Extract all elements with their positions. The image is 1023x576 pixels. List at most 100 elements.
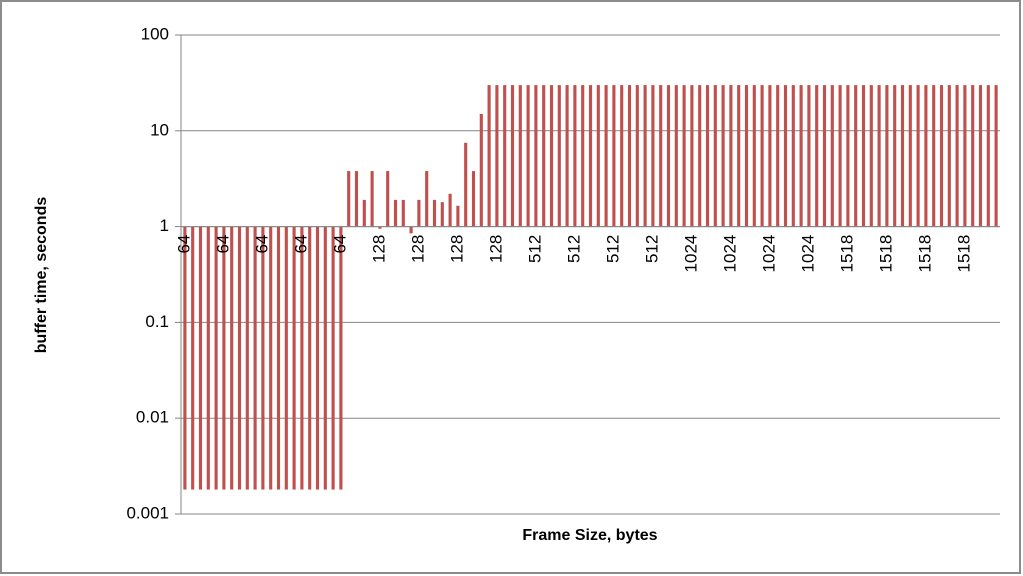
bar — [253, 226, 257, 490]
bar — [479, 113, 483, 227]
bar — [604, 85, 608, 227]
bar — [861, 85, 866, 227]
bar — [838, 85, 842, 227]
y-tick-label: 0.1 — [145, 312, 169, 331]
bar — [300, 226, 304, 490]
bar — [284, 226, 288, 490]
bar — [432, 199, 437, 227]
bar — [448, 193, 452, 227]
bar — [643, 85, 647, 227]
bar — [565, 85, 569, 227]
bar — [245, 226, 249, 490]
bar — [627, 85, 632, 227]
bar — [760, 85, 764, 227]
x-tick-label: 128 — [369, 235, 388, 263]
bar — [783, 85, 788, 227]
bar — [752, 85, 756, 227]
bar — [955, 85, 959, 227]
bar — [214, 226, 218, 490]
bar — [994, 85, 998, 227]
bar — [206, 226, 210, 490]
bar — [378, 226, 382, 229]
bar — [588, 85, 593, 227]
bar — [596, 85, 600, 227]
bar — [822, 85, 827, 227]
x-tick-label: 64 — [252, 235, 271, 254]
bar — [768, 85, 772, 227]
x-tick-label: 128 — [486, 235, 505, 263]
bar — [854, 85, 858, 227]
bar — [737, 85, 741, 227]
bar — [417, 199, 421, 227]
bar — [705, 85, 710, 227]
bar — [713, 85, 717, 227]
x-tick-label: 1518 — [837, 235, 856, 273]
bar — [542, 85, 546, 227]
bar — [573, 85, 577, 227]
bar — [986, 85, 990, 227]
y-tick-label: 0.001 — [126, 503, 169, 522]
x-axis-title: Frame Size, bytes — [522, 527, 657, 544]
bar — [846, 85, 850, 227]
bar — [557, 85, 561, 227]
bar — [581, 85, 585, 227]
bar — [534, 85, 538, 227]
x-tick-label: 512 — [525, 235, 544, 263]
bar — [807, 85, 811, 227]
bar — [815, 85, 819, 227]
bar — [924, 85, 928, 227]
bar — [690, 85, 694, 227]
bar — [230, 226, 234, 490]
bar — [495, 85, 499, 227]
bar — [620, 85, 624, 227]
bar — [198, 226, 203, 490]
bar — [347, 171, 351, 227]
bar — [370, 171, 374, 227]
bar — [191, 226, 195, 490]
x-tick-label: 1024 — [798, 235, 817, 273]
x-tick-label: 64 — [291, 235, 310, 254]
bar — [744, 85, 749, 227]
bar — [526, 85, 530, 227]
bar — [464, 142, 468, 227]
bar — [947, 85, 951, 227]
bar — [393, 199, 398, 227]
x-tick-label: 1024 — [720, 235, 739, 273]
x-tick-label: 64 — [330, 235, 349, 254]
bar — [682, 85, 686, 227]
bar — [776, 85, 780, 227]
bar — [183, 226, 187, 490]
bar — [471, 171, 476, 227]
bar — [386, 171, 390, 227]
bar — [308, 226, 312, 490]
bar — [549, 85, 554, 227]
bar — [261, 226, 265, 490]
bar — [323, 226, 327, 490]
bar — [971, 85, 975, 227]
bar — [425, 171, 429, 227]
bar — [518, 85, 522, 227]
x-tick-label: 64 — [213, 235, 232, 254]
x-tick-label: 512 — [603, 235, 622, 263]
y-tick-label: 10 — [150, 120, 169, 139]
bar — [729, 85, 733, 227]
y-tick-label: 0.01 — [136, 408, 169, 427]
bar — [612, 85, 616, 227]
bar — [659, 85, 663, 227]
bar — [331, 226, 335, 490]
bar — [635, 85, 639, 227]
bar — [721, 85, 725, 227]
bar — [440, 202, 444, 227]
bar — [666, 85, 671, 227]
bar — [401, 199, 405, 227]
bar — [916, 85, 920, 227]
bar — [978, 85, 983, 227]
bar — [409, 226, 413, 234]
bar — [237, 226, 242, 490]
bar — [354, 171, 359, 227]
x-tick-label: 1024 — [681, 235, 700, 273]
bar — [315, 226, 320, 490]
bar — [932, 85, 936, 227]
